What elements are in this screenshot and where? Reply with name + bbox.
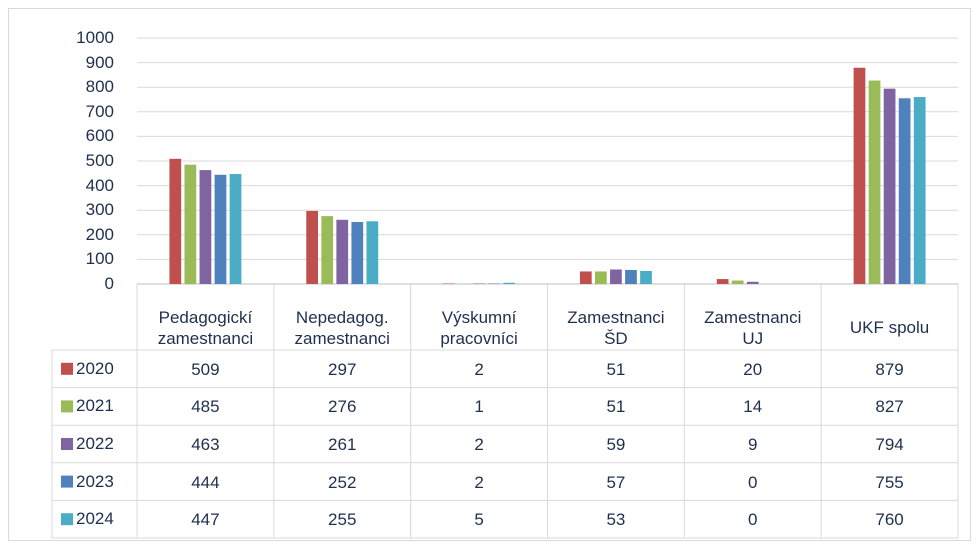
bar bbox=[898, 98, 911, 285]
table-value: 2 bbox=[474, 359, 484, 379]
bar bbox=[731, 280, 744, 284]
table-value: 485 bbox=[191, 397, 220, 417]
bar bbox=[853, 67, 866, 285]
legend-label: 2021 bbox=[76, 396, 114, 416]
table-value: 794 bbox=[875, 435, 904, 454]
legend-label: 2023 bbox=[76, 471, 114, 491]
bar bbox=[610, 269, 622, 284]
bar bbox=[868, 80, 881, 284]
bar bbox=[336, 219, 349, 284]
table-value: 14 bbox=[743, 397, 763, 417]
table-value: 252 bbox=[328, 472, 357, 492]
table-value: 5 bbox=[474, 510, 484, 530]
y-tick-label: 900 bbox=[85, 52, 114, 72]
legend-label: 2024 bbox=[76, 509, 114, 529]
table-value: 509 bbox=[191, 359, 220, 379]
x-tick-label: Zamestnanci ŠD bbox=[567, 308, 665, 348]
chart-border bbox=[8, 8, 971, 541]
table-value: 2 bbox=[474, 435, 484, 454]
bar bbox=[229, 174, 242, 284]
y-tick-label: 300 bbox=[85, 200, 114, 220]
bar bbox=[169, 158, 182, 284]
legend-key bbox=[61, 475, 73, 488]
table-value: 0 bbox=[748, 510, 758, 530]
bar bbox=[306, 210, 319, 284]
table-value: 447 bbox=[191, 510, 220, 530]
table-value: 59 bbox=[606, 435, 626, 454]
table-value: 444 bbox=[191, 472, 220, 492]
table-value: 20 bbox=[743, 359, 763, 379]
y-tick-label: 100 bbox=[85, 249, 114, 269]
legend-key bbox=[61, 400, 73, 413]
y-tick-label: 1000 bbox=[76, 28, 114, 47]
table-value: 755 bbox=[875, 472, 904, 492]
table-value: 276 bbox=[328, 397, 357, 417]
y-tick-label: 800 bbox=[85, 77, 114, 97]
table-value: 53 bbox=[606, 510, 626, 530]
table-value: 1 bbox=[474, 397, 484, 417]
table-value: 51 bbox=[606, 397, 626, 417]
bar bbox=[640, 270, 652, 284]
table-value: 297 bbox=[328, 359, 357, 379]
bar bbox=[199, 170, 212, 284]
legend-key bbox=[61, 362, 73, 375]
bar bbox=[579, 271, 592, 284]
table-value: 0 bbox=[748, 472, 758, 492]
bar bbox=[366, 221, 379, 284]
y-tick-label: 600 bbox=[85, 126, 114, 146]
y-tick-label: 400 bbox=[85, 175, 114, 195]
y-tick-label: 500 bbox=[85, 151, 114, 170]
bar bbox=[883, 88, 896, 285]
bar bbox=[321, 216, 334, 284]
table-value: 2 bbox=[474, 472, 484, 492]
bar bbox=[351, 222, 364, 284]
bar bbox=[746, 281, 759, 284]
legend-key bbox=[61, 438, 73, 450]
bar bbox=[503, 282, 516, 284]
bar bbox=[594, 271, 607, 284]
x-tick-label: Nepedagog. zamestnanci bbox=[294, 308, 390, 348]
legend-label: 2020 bbox=[76, 358, 114, 378]
legend-label: 2022 bbox=[76, 434, 114, 453]
bar bbox=[214, 174, 227, 284]
x-tick-label: Výskumní pracovníci bbox=[440, 308, 518, 348]
bar bbox=[913, 97, 926, 284]
table-value: 827 bbox=[875, 397, 904, 417]
legend-key bbox=[61, 513, 73, 526]
x-tick-label: Pedagogickí zamestnanci bbox=[157, 308, 254, 348]
table-value: 261 bbox=[328, 435, 357, 454]
table-value: 9 bbox=[748, 435, 758, 454]
x-tick-label: Zamestnanci UJ bbox=[704, 308, 802, 348]
bar bbox=[625, 269, 637, 284]
table-value: 255 bbox=[328, 510, 357, 530]
table-value: 879 bbox=[875, 359, 904, 379]
bar bbox=[716, 279, 729, 284]
y-tick-label: 200 bbox=[85, 224, 114, 244]
y-tick-label: 700 bbox=[85, 101, 114, 121]
table-value: 57 bbox=[606, 472, 626, 492]
bar bbox=[184, 164, 197, 284]
table-value: 51 bbox=[606, 359, 626, 379]
table-value: 760 bbox=[875, 510, 904, 530]
x-tick-label: UKF spolu bbox=[849, 318, 930, 337]
y-tick-label: 0 bbox=[104, 274, 114, 293]
table-value: 463 bbox=[191, 435, 220, 454]
